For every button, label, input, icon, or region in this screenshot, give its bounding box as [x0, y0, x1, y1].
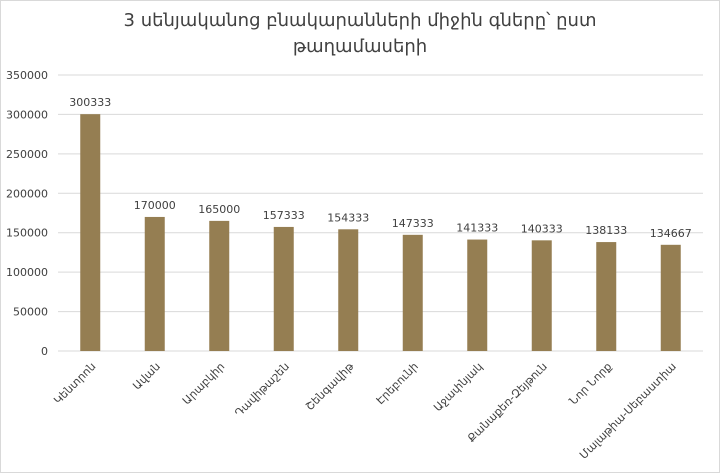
x-tick-label: Նոր Նորք — [567, 360, 615, 408]
y-tick-label: 350000 — [6, 69, 48, 82]
y-tick-label: 0 — [41, 345, 48, 358]
x-tick-label: Կենտրոն — [51, 360, 98, 407]
data-label: 165000 — [198, 203, 240, 216]
x-tick-label: Շենգավիթ — [303, 359, 357, 413]
y-tick-label: 300000 — [6, 108, 48, 121]
chart-title: 3 սենյականոց բնակարանների միջին գները՝ ը… — [123, 10, 597, 57]
bar — [80, 114, 101, 351]
data-label: 170000 — [134, 199, 176, 212]
x-tick-label: Աջափնյակ — [431, 360, 485, 414]
bar — [273, 226, 294, 351]
data-label: 154333 — [327, 211, 369, 224]
x-tick-label: Դավիթաշեն — [232, 360, 292, 420]
x-tick-label: Արաբկիր — [180, 360, 227, 407]
x-tick-label: Ավան — [130, 360, 163, 393]
y-tick-label: 200000 — [6, 187, 48, 200]
data-label: 138133 — [585, 224, 627, 237]
y-tick-label: 150000 — [6, 227, 48, 240]
bar — [531, 240, 552, 351]
bar — [338, 229, 359, 351]
bar — [209, 220, 230, 351]
data-label: 300333 — [69, 96, 111, 109]
y-tick-label: 50000 — [13, 306, 48, 319]
bar — [144, 216, 165, 351]
data-label: 134667 — [650, 227, 692, 240]
data-label: 141333 — [456, 222, 498, 235]
bar — [402, 234, 423, 351]
y-tick-label: 100000 — [6, 266, 48, 279]
data-label: 147333 — [392, 217, 434, 230]
data-label: 140333 — [521, 222, 563, 235]
bar — [467, 239, 488, 351]
data-label: 157333 — [263, 209, 305, 222]
bar — [660, 244, 681, 351]
bar — [596, 242, 617, 351]
x-tick-label: Էրեբունի — [374, 360, 421, 407]
y-tick-label: 250000 — [6, 148, 48, 161]
